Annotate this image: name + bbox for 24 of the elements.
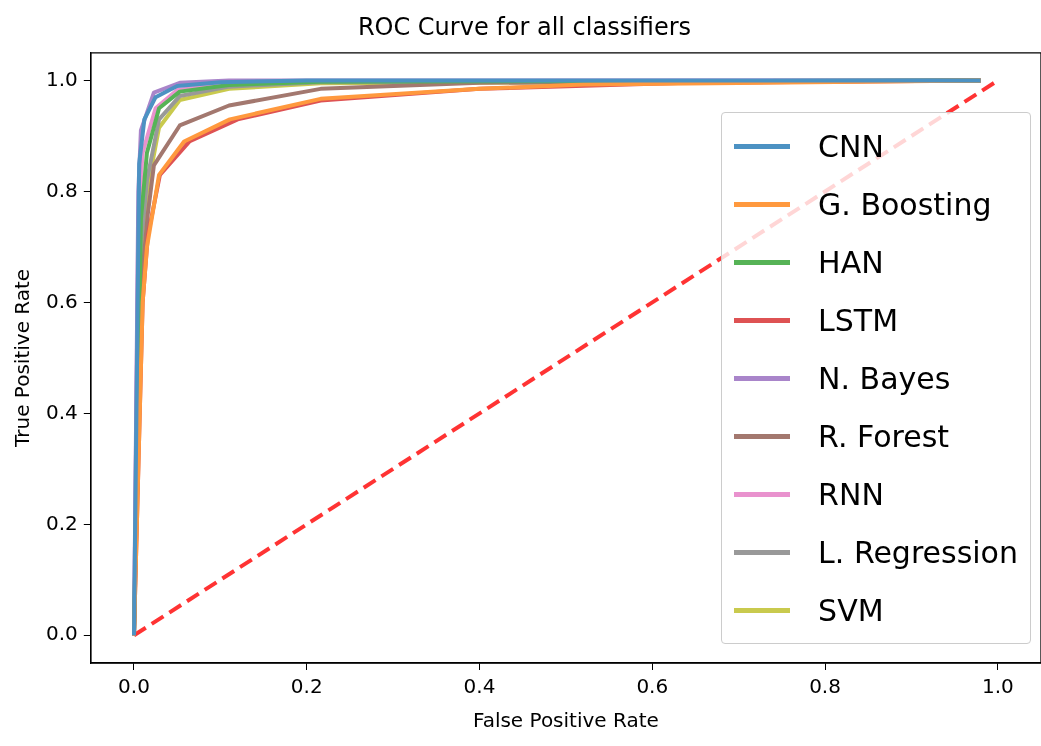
chart-title: ROC Curve for all classifiers (357, 12, 692, 41)
y-tick-label: 1.0 (45, 66, 78, 91)
x-tick-label: 0.4 (463, 674, 496, 699)
legend-label: G. Boosting (818, 186, 992, 222)
legend-label: CNN (818, 128, 884, 164)
x-tick-label: 0.6 (636, 674, 669, 699)
legend-label: R. Forest (818, 418, 950, 454)
legend-label: L. Regression (818, 534, 1018, 570)
y-tick-label: 0.8 (45, 177, 78, 202)
y-tick-label: 0.0 (45, 621, 78, 646)
y-tick-label: 0.2 (45, 510, 78, 535)
y-axis-title: True Positive Rate (10, 268, 35, 448)
legend-label: SVM (818, 592, 884, 628)
legend-label: RNN (818, 476, 884, 512)
x-tick-label: 0.2 (290, 674, 323, 699)
legend-label: LSTM (818, 302, 899, 338)
x-tick-label: 0.0 (118, 674, 150, 699)
legend-label: HAN (818, 244, 884, 280)
x-tick-label: 1.0 (981, 674, 1014, 699)
x-tick-label: 0.8 (809, 674, 841, 699)
x-axis-title: False Positive Rate (472, 708, 659, 733)
legend-label: N. Bayes (818, 360, 951, 396)
y-tick-label: 0.6 (45, 288, 78, 313)
y-tick-label: 0.4 (45, 399, 78, 424)
